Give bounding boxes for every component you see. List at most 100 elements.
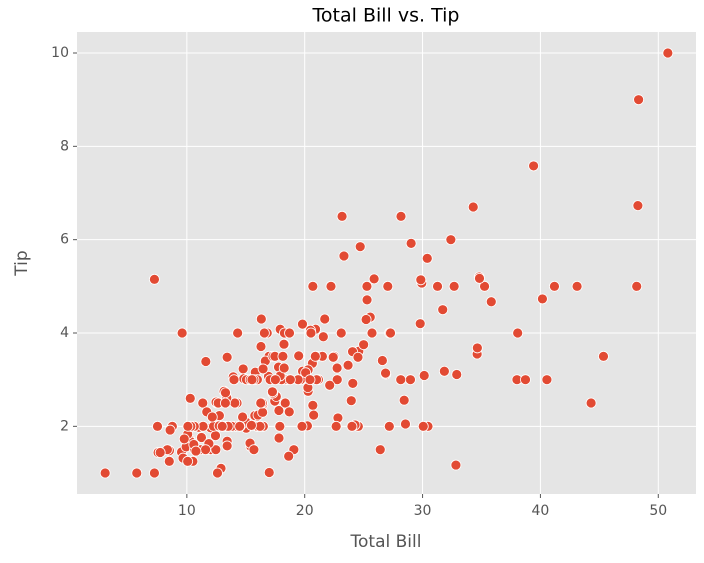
point — [479, 280, 490, 292]
point — [352, 351, 364, 363]
point — [309, 350, 321, 362]
point — [221, 351, 233, 363]
point — [176, 327, 188, 339]
y-tick-label: 10 — [51, 45, 69, 61]
point — [485, 296, 497, 308]
point — [182, 420, 194, 432]
point — [360, 314, 372, 325]
y-tick-label: 4 — [60, 325, 69, 341]
point — [417, 420, 429, 432]
point — [432, 280, 443, 292]
point — [219, 397, 231, 409]
y-tick-label: 8 — [60, 138, 69, 154]
point — [631, 280, 643, 292]
point — [520, 374, 531, 386]
point — [383, 420, 395, 432]
point — [273, 432, 285, 444]
point — [255, 397, 267, 409]
point — [598, 350, 609, 362]
point — [354, 241, 366, 253]
point — [273, 405, 285, 416]
point — [258, 327, 270, 339]
point — [633, 94, 645, 106]
point — [325, 280, 337, 292]
point — [471, 342, 483, 354]
plot-area — [77, 32, 696, 494]
point — [246, 419, 257, 431]
point — [585, 397, 597, 409]
point — [528, 160, 539, 172]
point — [346, 420, 358, 432]
point — [467, 201, 479, 213]
point — [131, 467, 143, 479]
point — [421, 252, 433, 264]
point — [437, 304, 449, 316]
point — [307, 399, 319, 411]
point — [541, 374, 553, 386]
point — [305, 327, 317, 339]
point — [376, 355, 388, 366]
point — [330, 420, 342, 432]
point — [274, 420, 286, 432]
point — [308, 409, 320, 421]
chart-title: Total Bill vs. Tip — [312, 5, 460, 27]
x-tick-label: 50 — [649, 503, 667, 519]
point — [395, 210, 407, 222]
point — [163, 455, 175, 467]
point — [149, 467, 160, 479]
point — [279, 397, 291, 409]
point — [206, 411, 218, 423]
point — [283, 450, 295, 462]
point — [571, 280, 583, 292]
point — [200, 444, 211, 456]
point — [269, 374, 281, 386]
point — [336, 210, 348, 222]
point — [632, 200, 644, 212]
point — [361, 294, 373, 306]
point — [451, 369, 463, 380]
point — [374, 444, 386, 456]
point — [380, 367, 391, 379]
point — [448, 280, 460, 292]
point — [210, 430, 221, 442]
point — [405, 374, 416, 386]
point — [182, 455, 194, 467]
point — [257, 363, 269, 375]
point — [398, 394, 410, 406]
point — [662, 47, 674, 59]
point — [255, 341, 267, 352]
y-tick-label: 2 — [60, 418, 69, 434]
point — [221, 440, 233, 452]
point — [278, 338, 290, 350]
point — [212, 467, 223, 479]
point — [216, 420, 228, 432]
point — [297, 318, 308, 330]
point — [296, 420, 308, 432]
point — [474, 272, 485, 284]
point — [338, 250, 350, 262]
point — [307, 280, 319, 292]
point — [415, 274, 427, 286]
x-tick-label: 20 — [296, 503, 314, 519]
point — [278, 362, 290, 374]
point — [237, 363, 249, 375]
point — [277, 350, 289, 362]
point — [537, 293, 548, 305]
point — [283, 406, 295, 418]
point — [237, 411, 248, 423]
y-tick-label: 6 — [60, 232, 69, 248]
point — [414, 318, 426, 330]
point — [331, 362, 343, 374]
point — [405, 237, 417, 249]
point — [304, 374, 316, 386]
point — [512, 327, 524, 339]
point — [190, 445, 202, 457]
point — [347, 377, 359, 389]
point — [418, 370, 430, 381]
point — [549, 280, 560, 292]
point — [284, 327, 295, 339]
point — [400, 418, 411, 430]
point — [327, 351, 339, 363]
x-axis-label: Total Bill — [350, 532, 422, 552]
